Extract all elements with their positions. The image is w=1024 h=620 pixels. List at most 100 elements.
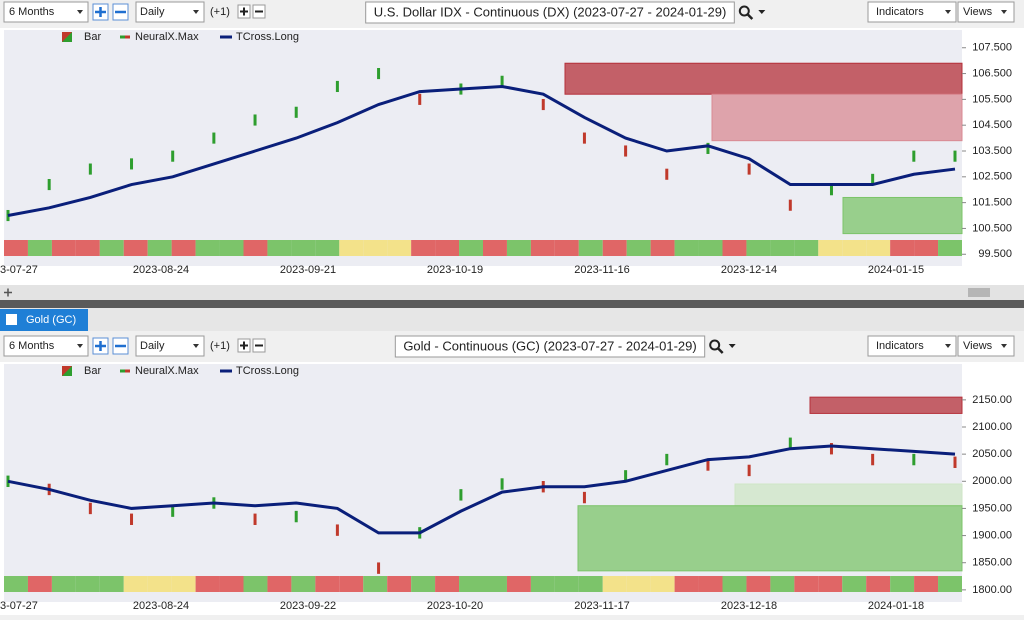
signal-strip <box>866 240 891 256</box>
signal-strip <box>770 240 795 256</box>
signal-strip <box>291 576 316 592</box>
y-tick-label: 107.500 <box>972 42 1012 54</box>
period-select[interactable] <box>3 1 89 23</box>
price-bar <box>377 562 381 574</box>
interval-select[interactable] <box>135 1 205 23</box>
signal-strip <box>483 240 507 256</box>
signal-strip <box>99 240 124 256</box>
signal-strip <box>363 576 388 592</box>
views-label[interactable]: Views <box>963 6 993 18</box>
zone <box>577 505 963 572</box>
scrollbar[interactable] <box>0 285 1024 300</box>
indicators-select[interactable] <box>867 1 957 23</box>
signal-strip <box>650 240 675 256</box>
dropdown-arrow <box>758 10 766 14</box>
price-bar <box>706 459 710 471</box>
price-bar <box>212 132 216 144</box>
symbol-title[interactable]: U.S. Dollar IDX - Continuous (DX) (2023-… <box>374 4 727 19</box>
plus-icon <box>240 341 248 350</box>
signal-strip <box>914 240 939 256</box>
search-handle <box>746 13 754 20</box>
x-tick-label: 2023-12-18 <box>721 600 777 612</box>
price-bar <box>829 184 833 196</box>
indicators-label[interactable]: Indicators <box>876 340 924 352</box>
price-bar <box>47 179 51 191</box>
symbol-box[interactable] <box>394 335 706 358</box>
x-tick-label: 2024-01-18 <box>868 600 924 612</box>
price-bar <box>294 510 298 523</box>
indicators-label[interactable]: Indicators <box>876 6 924 18</box>
signal-strip <box>123 576 148 592</box>
signal-strip <box>387 240 412 256</box>
signal-strip <box>363 240 388 256</box>
x-tick-label: 2023-09-22 <box>280 600 336 612</box>
signal-strip <box>171 576 196 592</box>
signal-strip <box>27 240 52 256</box>
legend-label: TCross.Long <box>236 365 299 377</box>
scroll-plus[interactable] <box>4 288 12 297</box>
signal-strip <box>914 576 939 592</box>
y-tick-label: 1950.00 <box>972 502 1012 514</box>
zone <box>564 62 963 95</box>
views-select[interactable] <box>957 335 1015 357</box>
price-bar <box>541 98 545 111</box>
tab[interactable] <box>0 309 88 331</box>
signal-strip <box>770 576 795 592</box>
signal-strip <box>219 576 244 592</box>
legend-label: TCross.Long <box>236 31 299 43</box>
period-select[interactable] <box>3 335 89 357</box>
price-bar <box>912 150 916 162</box>
y-tick-label: 99.500 <box>978 248 1012 260</box>
plus-icon <box>95 341 106 351</box>
price-bar <box>665 168 669 180</box>
price-bar <box>953 456 957 468</box>
y-tick-label: 102.500 <box>972 171 1012 183</box>
signal-strip <box>75 240 100 256</box>
symbol-box[interactable] <box>365 1 735 24</box>
x-tick-label: 3-07-27 <box>0 600 38 612</box>
signal-strip <box>4 576 28 592</box>
interval-select[interactable] <box>135 335 205 357</box>
dropdown-arrow <box>77 10 83 14</box>
price-bar <box>130 513 134 525</box>
dropdown-arrow <box>193 344 199 348</box>
price-bar <box>335 80 339 93</box>
y-tick-label: 103.500 <box>972 145 1012 157</box>
signal-strip <box>339 576 364 592</box>
signal-strip <box>602 240 627 256</box>
indicators-select[interactable] <box>867 335 957 357</box>
views-label[interactable]: Views <box>963 340 993 352</box>
signal-strip <box>578 576 603 592</box>
search-icon[interactable] <box>709 339 721 351</box>
price-bar <box>747 163 751 175</box>
price-bar <box>624 470 628 482</box>
x-tick-label: 2023-10-19 <box>427 264 483 276</box>
views-select[interactable] <box>957 1 1015 23</box>
signal-strip <box>698 240 723 256</box>
search-icon[interactable] <box>738 5 750 17</box>
signal-strip <box>411 576 436 592</box>
price-bar <box>706 142 710 154</box>
signal-strip <box>890 240 915 256</box>
zone <box>809 396 963 414</box>
signal-strip <box>602 576 627 592</box>
scroll-thumb[interactable] <box>968 288 990 297</box>
signal-strip <box>938 576 962 592</box>
signal-strip <box>842 576 867 592</box>
splitter[interactable] <box>0 300 1024 308</box>
price-bar <box>665 453 669 466</box>
signal-strip <box>195 240 220 256</box>
offset-label: (+1) <box>210 6 230 18</box>
symbol-title[interactable]: Gold - Continuous (GC) (2023-07-27 - 202… <box>403 338 696 353</box>
tab-label[interactable]: Gold (GC) <box>26 314 76 326</box>
price-bar <box>747 464 751 477</box>
dropdown-arrow <box>193 10 199 14</box>
signal-strip <box>147 240 172 256</box>
signal-strip <box>435 240 460 256</box>
signal-strip <box>411 240 436 256</box>
signal-strip <box>4 240 28 256</box>
signal-strip <box>506 240 531 256</box>
signal-strip <box>938 240 962 256</box>
price-bar <box>624 145 628 157</box>
price-bar <box>130 158 134 170</box>
